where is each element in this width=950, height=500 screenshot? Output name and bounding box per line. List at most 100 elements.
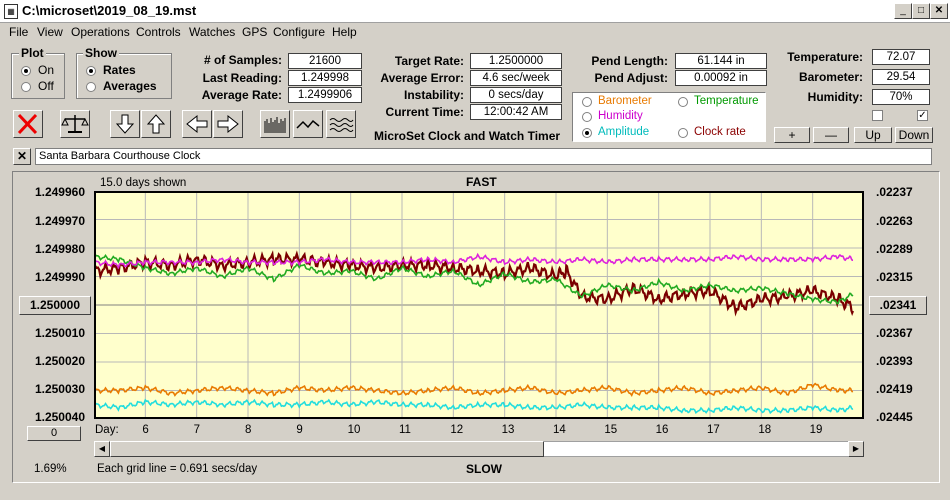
day-tick-label: 9 — [296, 424, 303, 436]
title-bar: ▦ C:\microset\2019_08_19.mst _ □ ✕ — [0, 0, 950, 23]
arrow-left-icon — [186, 114, 208, 134]
arrow-left-button[interactable] — [182, 110, 212, 138]
menu-help[interactable]: Help — [332, 25, 357, 39]
samples-label: # of Samples: — [203, 53, 282, 67]
center-rate-button[interactable]: 1.250000 — [19, 296, 91, 315]
menu-file[interactable]: File — [9, 25, 29, 39]
average-error-value: 4.6 sec/week — [470, 70, 562, 86]
plot-on-label: On — [38, 63, 55, 77]
wave-view-button[interactable] — [326, 110, 356, 138]
series-line-clock-rate — [94, 250, 855, 317]
day-axis-label: Day: — [95, 424, 119, 436]
day-tick-label: 10 — [347, 424, 361, 436]
day-tick-label: 14 — [553, 424, 566, 436]
amplitude-radio[interactable] — [582, 128, 592, 138]
percent-label: 1.69% — [34, 463, 67, 475]
scale-up-button[interactable]: Up — [854, 127, 892, 143]
series-line-amplitude — [94, 398, 854, 415]
balance-button[interactable] — [60, 110, 90, 138]
close-window-button[interactable]: ✕ — [930, 3, 948, 19]
menu-watches[interactable]: Watches — [189, 25, 236, 39]
arrow-up-button[interactable] — [141, 110, 171, 138]
wave-icon — [329, 118, 354, 132]
menu-operations[interactable]: Operations — [71, 25, 130, 39]
scroll-thumb[interactable] — [110, 441, 544, 457]
menu-view[interactable]: View — [37, 25, 63, 39]
scale-plus-button[interactable]: + — [774, 127, 810, 143]
scale-minus-button[interactable]: — — [813, 127, 849, 143]
humidity-radio[interactable] — [582, 112, 592, 122]
menu-controls[interactable]: Controls — [136, 25, 181, 39]
average-rate-label: Average Rate: — [201, 88, 282, 102]
day-tick-label: 13 — [501, 424, 515, 436]
target-rate-value: 1.2500000 — [470, 53, 562, 69]
arrow-down-button[interactable] — [110, 110, 140, 138]
last-reading-label: Last Reading: — [202, 71, 282, 85]
pend-adjust-label: Pend Adjust: — [594, 71, 668, 85]
scale-down-button[interactable]: Down — [895, 127, 933, 143]
left-tick: 1.249990 — [34, 270, 85, 284]
minimize-button[interactable]: _ — [894, 3, 912, 19]
plot-on-radio[interactable] — [21, 66, 31, 76]
barometer-radio[interactable] — [582, 97, 592, 107]
right-tick: .02289 — [876, 242, 913, 256]
clear-name-button[interactable]: ✕ — [13, 148, 31, 165]
temperature-checkbox[interactable] — [872, 110, 883, 121]
right-tick: .02263 — [876, 214, 913, 228]
scales-icon — [61, 115, 89, 133]
barometer-value: 29.54 — [872, 69, 930, 85]
scroll-right-button[interactable]: ▶ — [848, 441, 864, 457]
day-tick-label: 6 — [142, 424, 149, 436]
series-line-barometer — [94, 382, 854, 397]
plot-off-radio[interactable] — [21, 82, 31, 92]
scroll-track — [544, 442, 848, 456]
show-averages-radio[interactable] — [86, 82, 96, 92]
temperature-option-label: Temperature — [694, 95, 759, 107]
right-tick: .02237 — [876, 185, 913, 199]
barometer-label: Barometer: — [798, 70, 863, 84]
left-tick: 1.249960 — [34, 185, 85, 199]
show-group-title: Show — [83, 46, 119, 60]
maximize-button[interactable]: □ — [912, 3, 930, 19]
center-amplitude-button[interactable]: .02341 — [869, 296, 927, 315]
series-line-temperature — [94, 253, 854, 305]
reset-zero-button[interactable]: 0 — [27, 426, 81, 441]
current-time-value: 12:00:42 AM — [470, 104, 562, 120]
red-x-icon — [17, 113, 38, 135]
show-rates-radio[interactable] — [86, 66, 96, 76]
plot-group-title: Plot — [19, 46, 46, 60]
left-tick: 1.250040 — [34, 410, 85, 424]
scroll-left-button[interactable]: ◀ — [94, 441, 110, 457]
slow-label: SLOW — [466, 462, 502, 476]
sensor-select-panel — [572, 92, 766, 142]
day-tick-label: 11 — [399, 424, 411, 436]
humidity-checkbox[interactable]: ✓ — [917, 110, 928, 121]
right-tick: .02419 — [876, 382, 913, 396]
temperature-label: Temperature: — [787, 50, 863, 64]
instability-label: Instability: — [403, 88, 464, 102]
last-reading-value: 1.249998 — [288, 70, 362, 86]
stop-button[interactable] — [13, 110, 43, 138]
menu-configure[interactable]: Configure — [273, 25, 326, 39]
clock-rate-radio[interactable] — [678, 128, 688, 138]
clock-name-field[interactable]: Santa Barbara Courthouse Clock — [35, 148, 932, 165]
menu-gps[interactable]: GPS — [242, 25, 268, 39]
arrow-right-button[interactable] — [213, 110, 243, 138]
right-tick: .02393 — [876, 354, 913, 368]
plot-border — [94, 191, 864, 419]
barometer-option-label: Barometer — [598, 95, 652, 107]
app-name: MicroSet Clock and Watch Timer — [374, 129, 561, 143]
left-tick: 1.250020 — [34, 354, 85, 368]
day-axis: 6 7 8 9 10 11 12 13 14 15 16 17 18 19 — [94, 424, 864, 438]
clock-rate-option-label: Clock rate — [694, 126, 746, 138]
bar-graph-icon — [264, 117, 286, 133]
series-line-humidity — [94, 252, 853, 270]
day-tick-label: 17 — [707, 424, 720, 436]
line-view-button[interactable] — [293, 110, 323, 138]
temperature-radio[interactable] — [678, 97, 688, 107]
bar-view-button[interactable] — [260, 110, 290, 138]
left-tick: 1.249970 — [34, 214, 85, 228]
current-time-label: Current Time: — [385, 105, 464, 119]
humidity-value: 70% — [872, 89, 930, 105]
pend-length-label: Pend Length: — [591, 54, 668, 68]
